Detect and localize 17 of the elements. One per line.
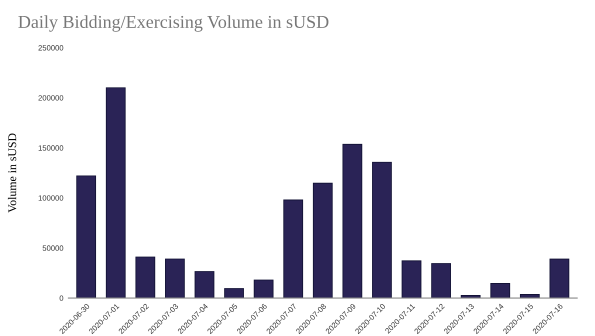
bar (106, 87, 126, 298)
bar (402, 260, 422, 298)
bar (372, 162, 392, 298)
bar (194, 271, 214, 298)
bar (490, 282, 510, 298)
bar (224, 288, 244, 298)
bar (312, 182, 333, 298)
bar (135, 256, 156, 298)
y-axis-title: Volume in sUSD (8, 133, 16, 213)
bar (431, 263, 451, 298)
bar (254, 280, 274, 298)
chart-title: Daily Bidding/Exercising Volume in sUSD (18, 15, 328, 32)
bar (342, 144, 362, 298)
bar (550, 258, 570, 298)
bar (76, 175, 96, 298)
bar (283, 199, 304, 298)
bar (165, 258, 185, 298)
